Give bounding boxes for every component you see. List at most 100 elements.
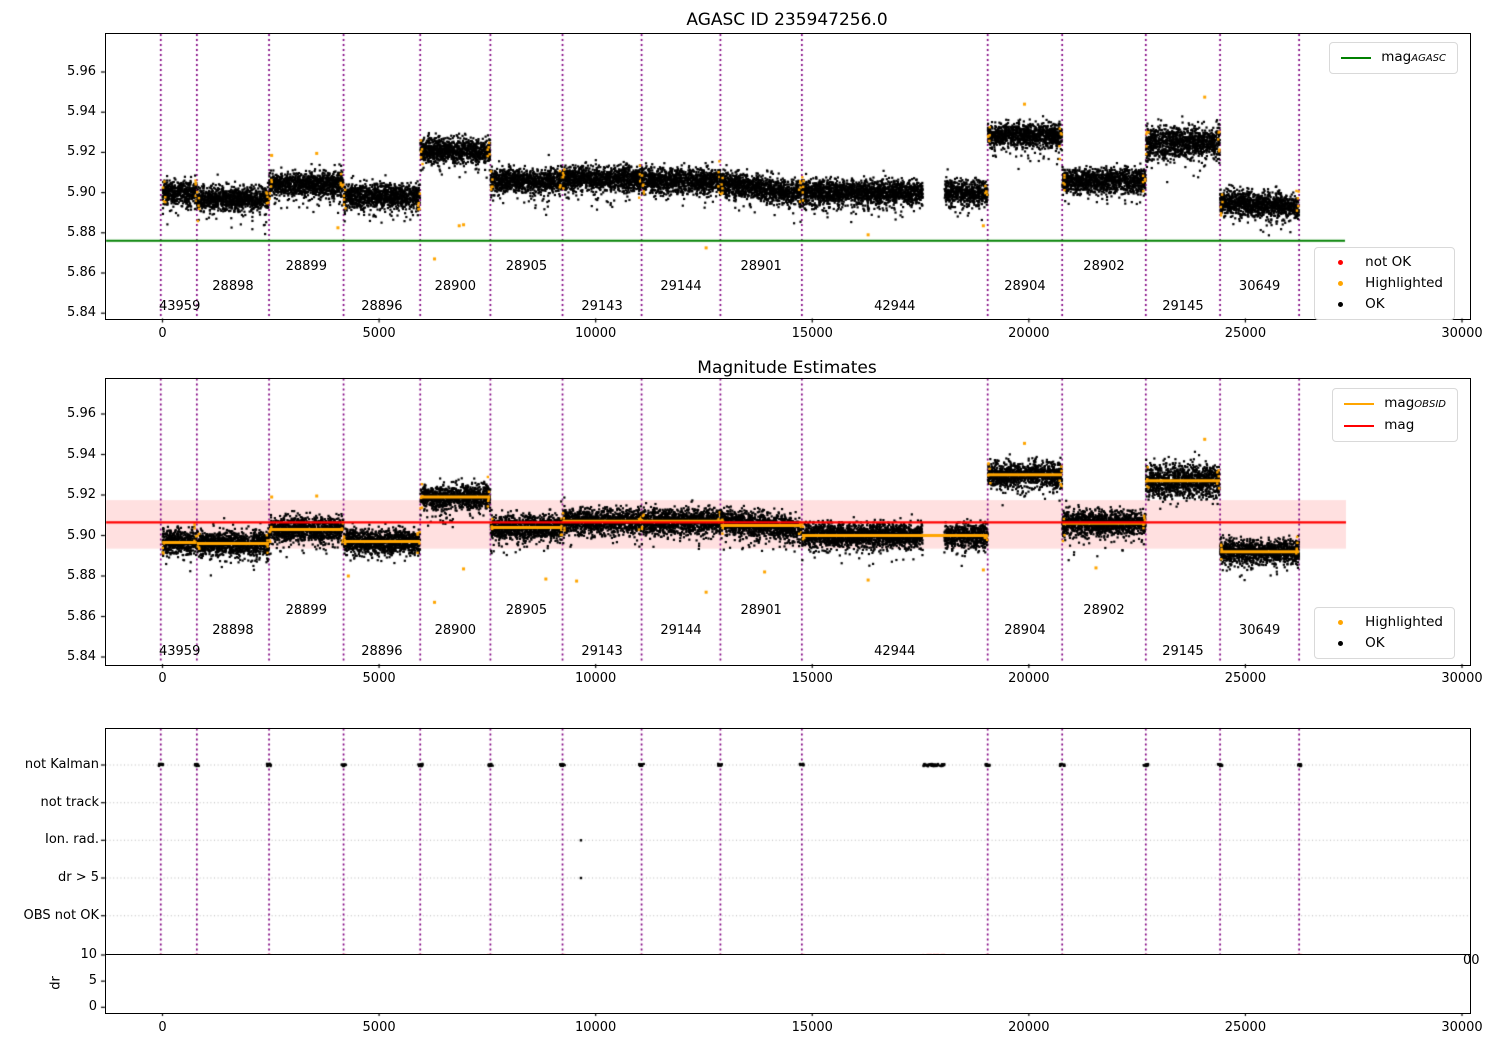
obsid-label: 28905 [505, 602, 548, 618]
obsid-label: 28905 [505, 258, 548, 274]
flags-plot-axes [105, 728, 1471, 956]
y-tick-label: 5.86 [67, 608, 96, 624]
obsid-label: 42944 [874, 298, 916, 314]
obsid-label: 28904 [1004, 278, 1046, 294]
highlighted-dot-icon [1338, 620, 1344, 625]
x-tick-label: 0 [158, 1020, 167, 1035]
legend-mag-lines: magOBSID mag [1332, 388, 1458, 442]
x-tick-label: 10000 [574, 1020, 617, 1035]
legend-row: Highlighted [1326, 276, 1443, 291]
obsid-label: 28901 [740, 602, 782, 618]
obsid-label: 43959 [158, 298, 201, 314]
legend-row: Highlighted [1326, 615, 1443, 630]
y-tick-label: 5.94 [67, 104, 96, 120]
obsid-label: 28899 [285, 258, 327, 274]
x-tick-label: 25000 [1224, 326, 1267, 341]
legend-label: Highlighted [1365, 614, 1443, 630]
obsid-label: 28902 [1083, 602, 1125, 618]
x-tick-label: 10000 [574, 671, 617, 686]
obsid-label: 28904 [1004, 623, 1046, 638]
legend-label: mag [1384, 417, 1415, 433]
flag-row-label: Ion. rad. [45, 832, 99, 848]
y-tick-label: 5.84 [67, 649, 96, 664]
x-tick-label: 25000 [1224, 1020, 1267, 1035]
x-tick-label: 5000 [362, 326, 396, 341]
x-tick-label: 10000 [574, 326, 617, 341]
ok-dot-icon [1338, 641, 1344, 646]
obsid-label: 29145 [1162, 643, 1204, 659]
y-tick-label: 5.88 [67, 568, 96, 583]
y-tick-label: 5.94 [67, 446, 96, 462]
obsid-label: 43959 [158, 643, 201, 659]
dr-tick-label: 5 [88, 973, 97, 989]
x-tick-label: 30000 [1441, 671, 1483, 686]
x-tick-label: 5000 [362, 671, 396, 686]
x-tick-label: 20000 [1008, 326, 1050, 341]
legend-row: not OK [1326, 255, 1443, 270]
y-tick-label: 5.84 [67, 305, 96, 321]
dr-plot-axes [105, 954, 1471, 1014]
obsid-label: 28896 [361, 643, 403, 659]
obsid-label: 29143 [581, 298, 623, 314]
legend-row: magOBSID [1344, 396, 1446, 412]
obsid-label: 30649 [1238, 623, 1281, 638]
y-tick-label: 5.86 [67, 265, 96, 280]
mag-agasc-line-sample [1341, 57, 1372, 59]
legend-row: magAGASC [1341, 50, 1446, 66]
obsid-label: 29143 [581, 643, 623, 659]
x-tick-label: 20000 [1008, 671, 1050, 686]
x-tick-label: 30000 [1441, 326, 1483, 341]
legend-row: OK [1326, 297, 1443, 312]
legend-middle-points: Highlighted OK [1314, 607, 1455, 659]
mag-obsid-line-sample [1344, 403, 1375, 405]
x-tick-label: 15000 [791, 326, 833, 341]
flag-row-label: dr > 5 [57, 870, 99, 885]
dr-tick-label: 10 [80, 947, 97, 962]
flag-row-label: OBS not OK [23, 907, 100, 923]
y-tick-label: 5.92 [67, 487, 96, 502]
obsid-label: 28899 [285, 602, 327, 618]
legend-row: OK [1326, 636, 1443, 651]
top-plot-axes [105, 33, 1471, 320]
legend-row: mag [1344, 418, 1446, 434]
dr-tick-label: 0 [88, 999, 97, 1015]
legend-label: magOBSID [1384, 395, 1446, 411]
flag-row-label: not track [40, 794, 99, 810]
legend-label: not OK [1365, 254, 1412, 270]
x-tick-label: 0 [158, 671, 167, 686]
y-tick-label: 5.90 [67, 184, 96, 200]
legend-mag-agasc: magAGASC [1329, 42, 1458, 74]
obsid-label: 28896 [361, 298, 403, 314]
obsid-label: 29144 [660, 278, 702, 294]
x-tick-label: 25000 [1224, 671, 1267, 686]
obsid-label: 28901 [740, 258, 782, 274]
obsid-label: 30649 [1238, 278, 1281, 294]
middle-plot-title: Magnitude Estimates [697, 358, 877, 378]
mag-line-sample [1344, 425, 1375, 427]
y-tick-label: 5.88 [67, 224, 96, 240]
legend-top-points: not OK Highlighted OK [1314, 247, 1455, 320]
obsid-label: 42944 [874, 643, 916, 659]
obsid-label: 28900 [434, 278, 476, 294]
x-tick-label: 0 [158, 326, 167, 341]
y-tick-label: 5.96 [67, 406, 96, 421]
y-tick-label: 5.96 [67, 64, 96, 79]
top-plot-title: AGASC ID 235947256.0 [686, 10, 888, 30]
flag-row-label: not Kalman [24, 757, 99, 772]
clipped-xtick-fragment: 00 [1463, 953, 1480, 968]
x-tick-label: 15000 [791, 1020, 833, 1035]
x-tick-label: 5000 [362, 1020, 396, 1035]
y-tick-label: 5.92 [67, 144, 96, 160]
obsid-label: 28898 [212, 278, 254, 294]
obsid-label: 28898 [212, 623, 254, 638]
legend-label: OK [1365, 296, 1385, 312]
highlighted-dot-icon [1338, 281, 1344, 286]
obsid-label: 28902 [1083, 258, 1125, 274]
ok-dot-icon [1338, 302, 1344, 307]
x-tick-label: 15000 [791, 671, 833, 686]
obsid-label: 29144 [660, 623, 702, 638]
legend-label: Highlighted [1365, 275, 1443, 291]
obsid-label: 29145 [1162, 298, 1204, 314]
